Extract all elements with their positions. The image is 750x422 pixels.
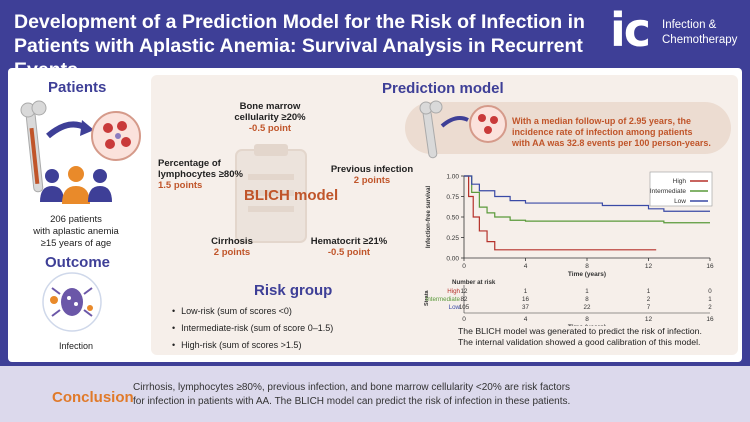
x-axis-label: Time (years): [568, 271, 606, 278]
followup-bubble: [405, 102, 731, 154]
bone-icon: [422, 109, 438, 159]
patients-illustration: [20, 100, 141, 204]
risk-row-label: High: [447, 288, 460, 295]
legend-label: High: [673, 178, 687, 185]
patients-description: 206 patients with aplastic anemia ≥15 ye…: [33, 214, 119, 249]
x-tick-label: 0: [462, 263, 466, 270]
y-tick-label: 0.75: [446, 194, 459, 201]
risk-row-value: 37: [522, 304, 529, 311]
chart-caption: The BLICH model was generated to predict…: [458, 326, 702, 347]
prediction-model-title: Prediction model: [382, 80, 504, 97]
risk-x-tick-label: 12: [645, 316, 653, 323]
followup-text: With a median follow-up of 2.95 years, t…: [512, 116, 711, 148]
factor-lymphocytes: Percentage of lymphocytes ≥80% 1.5 point…: [158, 158, 243, 191]
title-line-1: Development of a Prediction Model for th…: [14, 11, 585, 33]
risk-row-value: 8: [585, 296, 589, 303]
y-tick-label: 0.00: [446, 256, 459, 263]
risk-row-value: 22: [584, 304, 591, 311]
risk-table-title: Number at risk: [452, 279, 496, 286]
series-line-low: [464, 175, 710, 212]
virus-icon: [51, 287, 93, 317]
bacteria-icon: [50, 296, 58, 304]
patients-title: Patients: [48, 79, 107, 96]
y-axis-label: Infection-free survival: [426, 185, 432, 248]
risk-row-value: 1: [647, 288, 651, 295]
legend-label: Low: [674, 198, 686, 205]
risk-group-title: Risk group: [254, 282, 333, 299]
x-tick-label: 4: [524, 263, 528, 270]
series-line-intermediate: [464, 175, 710, 224]
infection-illustration: [42, 272, 102, 332]
risk-row-value: 2: [708, 304, 712, 311]
outcome-title: Outcome: [45, 254, 111, 271]
followup-illustration: [419, 100, 507, 159]
risk-row-value: 1: [524, 288, 528, 295]
risk-x-tick-label: 16: [706, 316, 714, 323]
x-tick-label: 12: [645, 263, 653, 270]
factor-hematocrit: Hematocrit ≥21% -0.5 point: [310, 236, 388, 258]
risk-row-value: 2: [647, 296, 651, 303]
risk-item-low: Low-risk (sum of scores <0): [172, 306, 292, 316]
arrow-icon: [440, 116, 469, 128]
y-tick-label: 0.50: [446, 215, 459, 222]
risk-row-label: Intermediate: [426, 296, 461, 303]
risk-item-high: High-risk (sum of scores >1.5): [172, 340, 301, 350]
blood-cells-icon: [91, 111, 141, 161]
legend-label: Intermediate: [650, 188, 687, 195]
risk-x-tick-label: 4: [524, 316, 528, 323]
x-tick-label: 16: [706, 263, 714, 270]
risk-row-value: 0: [708, 288, 712, 295]
blood-cells-icon: [469, 105, 507, 143]
risk-x-axis-label: Time (years): [568, 324, 606, 326]
journal-name: Infection & Chemotherapy: [662, 19, 738, 46]
risk-x-tick-label: 8: [585, 316, 589, 323]
risk-row-value: 1: [708, 296, 712, 303]
risk-item-intermediate: Intermediate-risk (sum of score 0–1.5): [172, 323, 333, 333]
risk-row-value: 1: [585, 288, 589, 295]
conclusion-label: Conclusion: [52, 389, 134, 406]
risk-x-tick-label: 0: [462, 316, 466, 323]
factor-cirrhosis: Cirrhosis 2 points: [211, 236, 253, 258]
factor-previous-infection: Previous infection 2 points: [330, 164, 414, 186]
y-tick-label: 0.25: [446, 235, 459, 242]
blich-model-label: BLICH model: [244, 187, 339, 204]
risk-row-label: Low: [449, 304, 461, 311]
outcome-label: Infection: [58, 341, 94, 351]
people-icon: [40, 166, 112, 204]
series-line-high: [464, 175, 657, 251]
y-tick-label: 1.00: [446, 174, 459, 181]
journal-logo: ic: [610, 3, 651, 57]
risk-row-value: 16: [522, 296, 529, 303]
factor-bone-marrow: Bone marrow cellularity ≥20% -0.5 point: [234, 101, 306, 134]
risk-row-value: 7: [647, 304, 651, 311]
bone-icon: [20, 100, 47, 193]
header: Development of a Prediction Model for th…: [0, 0, 750, 81]
strata-label: Strata: [424, 289, 430, 306]
clipboard-icon: [235, 144, 307, 243]
conclusion-text: Cirrhosis, lymphocytes ≥80%, previous in…: [133, 382, 571, 407]
x-tick-label: 8: [585, 263, 589, 270]
conclusion-bar: [0, 366, 750, 422]
